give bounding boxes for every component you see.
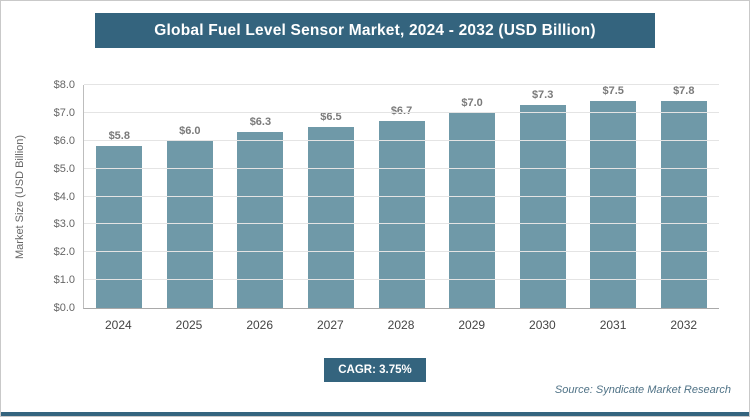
y-tick-label: $6.0 [53, 134, 75, 147]
chart-footer: CAGR: 3.75% Source: Syndicate Market Res… [1, 358, 749, 398]
bar-value-label: $7.5 [602, 85, 624, 97]
bar-group: $5.8 [84, 85, 155, 308]
y-tick-label: $2.0 [53, 246, 75, 259]
bottom-accent-bar [1, 412, 749, 416]
bar [590, 101, 637, 308]
bar-value-label: $6.3 [249, 116, 272, 129]
bar [307, 126, 354, 308]
bar-value-label: $6.7 [391, 105, 412, 117]
x-axis-label: 2025 [175, 318, 203, 332]
bar-value-label: $5.8 [108, 130, 130, 143]
x-axis-label: 2028 [387, 318, 415, 332]
y-tick-label: $4.0 [53, 190, 75, 203]
source-text: Source: Syndicate Market Research [554, 384, 731, 396]
gridline [84, 167, 719, 169]
cagr-badge: CAGR: 3.75% [324, 358, 426, 382]
gridline [84, 279, 719, 281]
bar-group: $6.5 [296, 85, 367, 308]
gridline [84, 84, 719, 85]
y-tick-label: $7.0 [53, 106, 75, 119]
y-tick-label: $1.0 [53, 274, 75, 287]
bar-value-label: $6.0 [179, 124, 201, 137]
x-axis-labels: 2024 2025 2026 2027 2028 2029 2030 2031 2032 [83, 318, 719, 332]
gridline [84, 139, 719, 141]
y-tick-label: $3.0 [53, 218, 75, 231]
bar-value-label: $7.0 [461, 96, 483, 109]
bar-group: $7.0 [437, 85, 508, 308]
x-axis-label: 2026 [246, 318, 274, 332]
bar-chart: Market Size (USD Billion) $5.8 $6.0 $6.3 $6… [14, 79, 719, 332]
bar [166, 140, 213, 308]
bar [378, 121, 425, 308]
x-axis-label: 2027 [317, 318, 344, 332]
bar-value-label: $7.8 [673, 85, 695, 97]
x-axis-label: 2024 [104, 318, 132, 332]
bar-group: $6.3 [225, 85, 296, 308]
plot-area: Market Size (USD Billion) $5.8 $6.0 $6.3 $6… [14, 79, 719, 314]
chart-title: Global Fuel Level Sensor Market, 2024 - … [95, 13, 655, 48]
bar [449, 112, 496, 308]
gridline [84, 223, 719, 225]
y-axis-title: Market Size (USD Billion) [14, 134, 26, 259]
bars-container: $5.8 $6.0 $6.3 $6.5 $6.7 $7.0 $7.3 $7.5 $7.8 [84, 85, 719, 308]
bar-value-label: $6.5 [320, 110, 342, 123]
bar-group: $7.8 [649, 85, 720, 308]
x-axis-label: 2029 [458, 318, 486, 332]
y-tick-label: $0.0 [53, 302, 75, 314]
bar-group: $7.5 [578, 85, 649, 308]
gridline [84, 251, 719, 253]
bar [660, 101, 707, 308]
bar-group: $6.7 [366, 85, 437, 308]
gridline [84, 195, 719, 197]
y-tick-label: $8.0 [53, 79, 75, 91]
y-tick-label: $5.0 [53, 162, 75, 175]
bar [237, 132, 284, 308]
bar-group: $6.0 [155, 85, 226, 308]
x-axis-label: 2032 [670, 318, 698, 332]
bar [96, 146, 143, 308]
bar-group: $7.3 [507, 85, 578, 308]
x-axis-label: 2030 [529, 318, 556, 332]
gridline [84, 111, 719, 113]
bar-value-label: $7.3 [531, 88, 554, 101]
x-axis-label: 2031 [599, 318, 627, 332]
bar [519, 104, 566, 308]
